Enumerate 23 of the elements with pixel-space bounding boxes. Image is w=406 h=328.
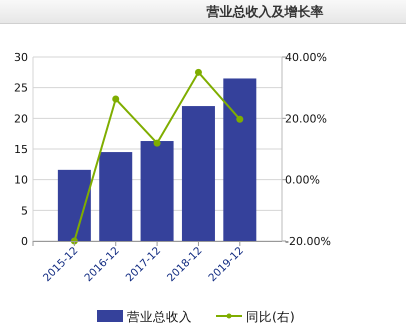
bar [182, 106, 215, 241]
legend-label: 营业总收入 [127, 309, 192, 324]
y-tick-label: 25 [14, 82, 28, 95]
legend-label: 同比(右) [246, 309, 295, 324]
chart-title: 营业总收入及增长率 [206, 4, 324, 20]
point [236, 116, 244, 123]
y-tick-label: 15 [14, 143, 28, 156]
point [154, 140, 161, 147]
bar [140, 141, 174, 241]
y-tick-label: 0 [21, 235, 28, 248]
y-tick-label: 30 [14, 51, 28, 64]
point [194, 68, 202, 76]
y2-tick-label: 0.00% [285, 174, 320, 187]
y2-tick-label: -20.00% [285, 235, 331, 248]
bar [58, 170, 91, 241]
y2-tick-label: 40.00% [285, 51, 327, 64]
y-tick-label: 10 [14, 174, 28, 187]
y2-tick-label: 20.00% [285, 112, 327, 126]
bar [223, 78, 256, 241]
bar [99, 152, 132, 241]
point [112, 96, 120, 103]
y-tick-label: 5 [21, 204, 28, 218]
y-tick-label: 20 [14, 112, 28, 126]
